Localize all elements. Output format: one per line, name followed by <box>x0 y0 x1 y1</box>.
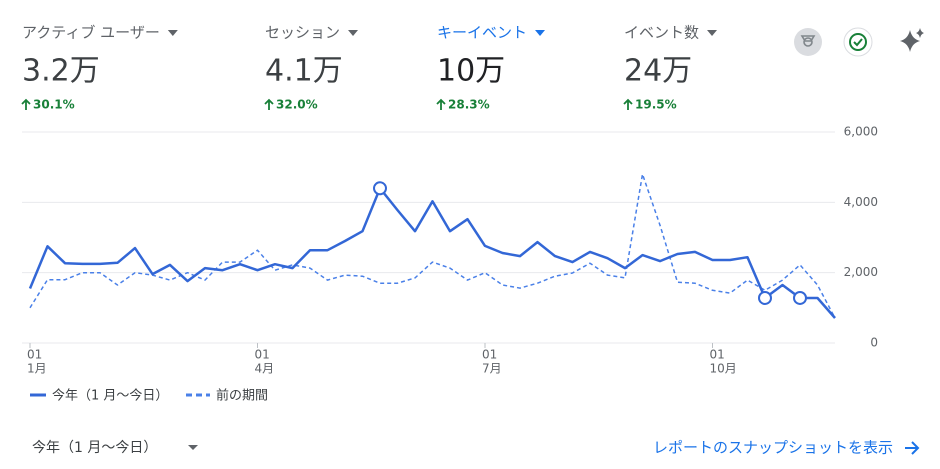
metric-change: 32.0% <box>276 98 318 112</box>
x-tick-day: 01 <box>482 348 497 362</box>
status-check <box>853 38 863 47</box>
up-arrow <box>623 98 633 110</box>
dropdown-arrow <box>348 30 359 36</box>
metric-value: 4.1万 <box>265 54 343 89</box>
dropdown-arrow <box>188 445 198 450</box>
period-selector[interactable]: 今年（1 月～今日） <box>32 440 157 456</box>
dropdown-arrow <box>707 30 718 36</box>
series-line <box>29 173 836 319</box>
link-arrow <box>905 441 920 455</box>
status-ring <box>849 33 867 51</box>
y-tick-label: 6,000 <box>844 125 878 139</box>
metric-tab[interactable]: セッション 4.1万 32.0% <box>264 24 359 112</box>
metric-change: 30.1% <box>33 98 75 112</box>
status-icon[interactable] <box>843 27 873 57</box>
legend: 今年（1 月～今日） 前の期間 <box>30 388 268 404</box>
x-tick-day: 01 <box>255 348 270 362</box>
x-tick-day: 01 <box>27 348 42 362</box>
series-line <box>28 187 836 319</box>
metric-label: イベント数 <box>624 24 699 42</box>
footer: 今年（1 月～今日） レポートのスナップショットを表示 <box>32 439 920 457</box>
legend-label: 前の期間 <box>216 388 268 404</box>
up-arrow <box>21 98 31 110</box>
y-tick-label: 2,000 <box>844 265 878 279</box>
metric-tab[interactable]: アクティブ ユーザー 3.2万 30.1% <box>21 24 178 112</box>
up-arrow <box>264 98 274 110</box>
highlight-marker[interactable] <box>373 181 387 196</box>
y-tick-label: 0 <box>870 336 878 350</box>
x-tick-label: 10月 <box>710 362 737 376</box>
highlight-marker[interactable] <box>793 290 807 305</box>
x-tick-day: 01 <box>710 348 725 362</box>
x-tick-label: 1月 <box>27 362 47 376</box>
dropdown-arrow <box>167 30 178 36</box>
x-tick-label: 7月 <box>482 362 502 376</box>
legend-label: 今年（1 月～今日） <box>52 388 168 404</box>
badge-glyph <box>800 35 816 47</box>
y-tick-label: 4,000 <box>844 195 878 209</box>
metric-change: 28.3% <box>448 98 490 112</box>
insights-icon[interactable] <box>900 28 924 52</box>
highlight-marker[interactable] <box>758 290 772 305</box>
metric-label: セッション <box>265 24 340 42</box>
x-tick-label: 4月 <box>255 362 275 376</box>
metric-tabs: アクティブ ユーザー 3.2万 30.1% セッション 4.1万 32.0% キーイベント 1… <box>21 24 718 112</box>
snapshot-link[interactable]: レポートのスナップショットを表示 <box>653 439 893 457</box>
metric-label: アクティブ ユーザー <box>22 24 160 42</box>
header-icons <box>794 27 924 57</box>
metric-value: 10万 <box>437 54 505 89</box>
badge-icon[interactable] <box>794 28 822 56</box>
metric-label: キーイベント <box>437 24 527 42</box>
metric-tab[interactable]: キーイベント 10万 28.3% <box>436 24 546 112</box>
up-arrow <box>436 98 446 110</box>
metric-change: 19.5% <box>635 98 677 112</box>
metric-value: 24万 <box>624 54 692 89</box>
metric-value: 3.2万 <box>22 54 100 89</box>
metric-tab[interactable]: イベント数 24万 19.5% <box>623 24 718 112</box>
dropdown-arrow <box>535 30 546 36</box>
